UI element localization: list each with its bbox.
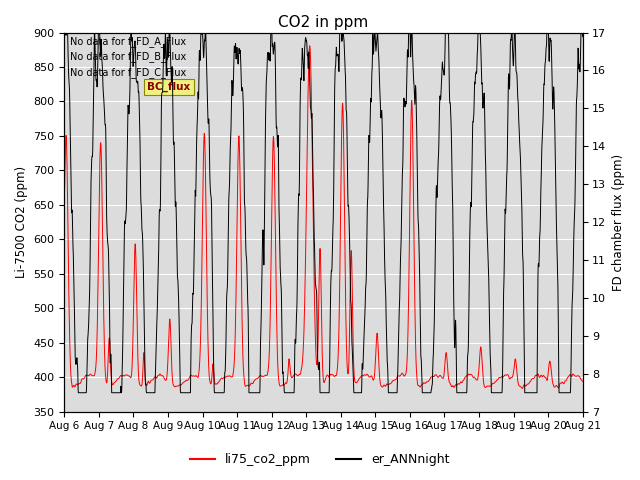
Y-axis label: FD chamber flux (ppm): FD chamber flux (ppm) (612, 154, 625, 291)
Y-axis label: Li-7500 CO2 (ppm): Li-7500 CO2 (ppm) (15, 166, 28, 278)
Legend: li75_co2_ppm, er_ANNnight: li75_co2_ppm, er_ANNnight (186, 448, 454, 471)
Title: CO2 in ppm: CO2 in ppm (278, 15, 369, 30)
Text: No data for f_FD_B_Flux: No data for f_FD_B_Flux (70, 51, 186, 62)
Text: No data for f_FD_A_Flux: No data for f_FD_A_Flux (70, 36, 186, 47)
Text: BC_flux: BC_flux (147, 82, 191, 92)
Text: No data for f_FD_C_Flux: No data for f_FD_C_Flux (70, 67, 186, 78)
